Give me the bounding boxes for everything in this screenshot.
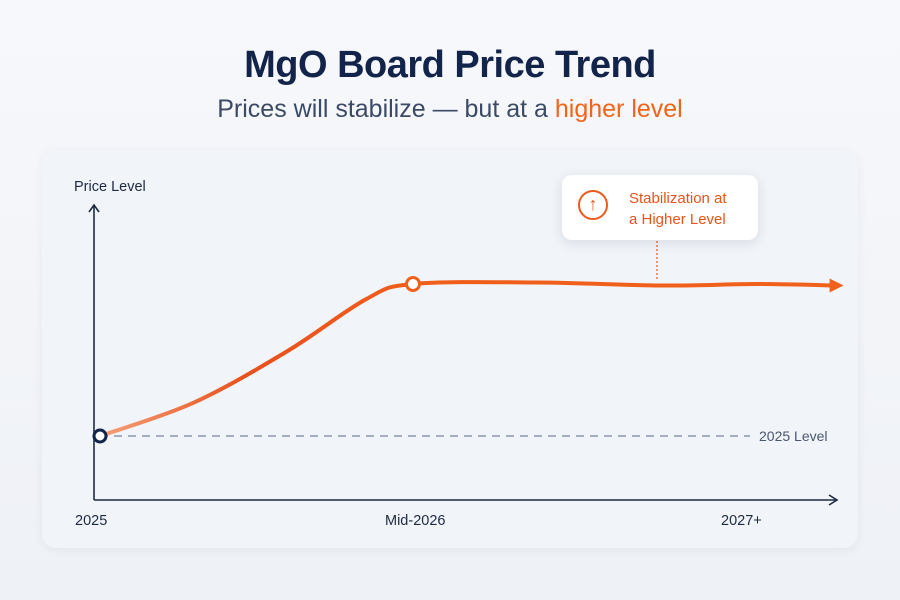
callout-line-2: a Higher Level xyxy=(629,211,726,228)
subtitle-text: Prices will stabilize — but at a xyxy=(217,95,555,123)
marker-mid-2026 xyxy=(405,276,421,292)
subtitle-highlight: higher level xyxy=(554,95,683,123)
x-tick-mid-2026: Mid-2026 xyxy=(385,513,446,529)
marker-2025 xyxy=(92,428,108,444)
annotation-callout: ↑ Stabilization at a Higher Level xyxy=(562,175,758,240)
x-axis-arrow xyxy=(828,494,839,506)
trend-arrowhead xyxy=(829,278,844,293)
chart-title: MgO Board Price Trend xyxy=(244,44,656,86)
callout-line-1: Stabilization at xyxy=(629,190,727,207)
arrow-up-circle-icon: ↑ xyxy=(578,190,608,220)
y-axis-arrow xyxy=(88,203,100,213)
x-tick-2025: 2025 xyxy=(75,513,108,529)
reference-line-label: 2025 Level xyxy=(759,428,828,444)
x-tick-2027: 2027+ xyxy=(721,513,762,529)
price-trend-line xyxy=(98,280,838,438)
y-axis-label: Price Level xyxy=(74,179,146,195)
chart-subtitle: Prices will stabilize — but at a higher … xyxy=(0,95,900,124)
